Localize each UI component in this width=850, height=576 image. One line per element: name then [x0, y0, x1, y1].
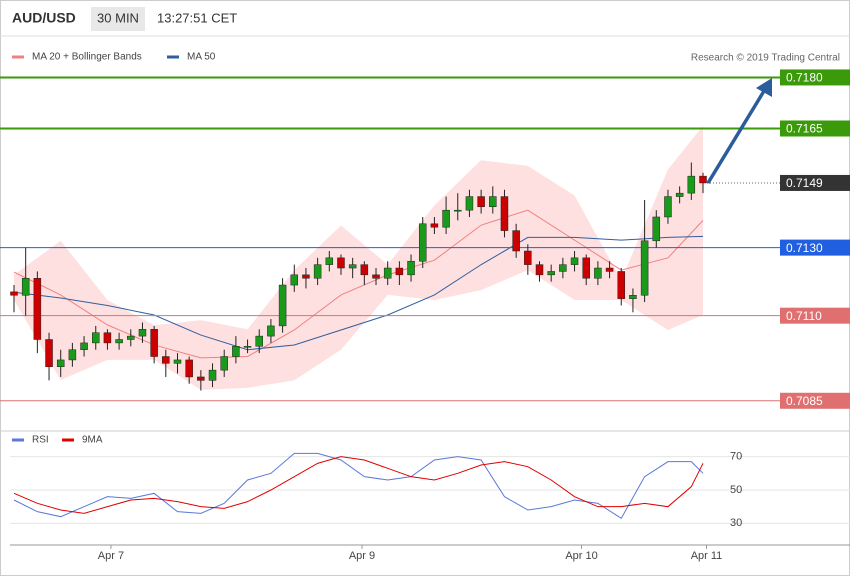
x-tick-label: Apr 11 [691, 550, 723, 562]
rsi-legend-label: RSI [32, 435, 49, 446]
candle-body [56, 359, 65, 367]
candle-body [454, 209, 462, 212]
candle-body [232, 346, 240, 357]
candle-body [372, 274, 380, 279]
candle-body [395, 267, 404, 276]
candle-body [477, 196, 485, 208]
interval-box [91, 7, 145, 31]
candle-body [348, 264, 357, 269]
candle-body [278, 284, 287, 327]
candle-body [418, 223, 427, 262]
candle-body [360, 264, 369, 276]
interval: 30 MIN [97, 10, 139, 25]
level-label: 0.7085 [786, 394, 823, 408]
candle-body [197, 376, 205, 381]
candle-body [687, 175, 696, 194]
rsi-ma-line [13, 456, 704, 514]
candle-body [45, 339, 53, 367]
x-tick-label: Apr 7 [98, 550, 124, 562]
arrow-head [756, 78, 772, 97]
candle-body [430, 223, 439, 228]
rsi-tick-label: 50 [730, 484, 742, 496]
level-label: 0.7130 [786, 241, 823, 255]
level-label: 0.7149 [786, 176, 823, 190]
candle-body [500, 196, 509, 231]
candle-body [290, 274, 299, 286]
x-tick-label: Apr 9 [349, 550, 375, 562]
candle-body [337, 257, 345, 269]
rsi-legend-label: 9MA [82, 435, 103, 446]
target-arrow [706, 78, 772, 184]
candle-body [267, 325, 275, 337]
arrow-shaft [706, 90, 766, 184]
candle-body [21, 277, 30, 296]
candle-body [220, 356, 228, 371]
candle-body [33, 277, 42, 340]
candle-body [489, 196, 497, 208]
candle-body [302, 274, 310, 279]
legend-label: MA 20 + Bollinger Bands [32, 52, 142, 63]
candle-body [547, 271, 555, 276]
candle-body [629, 295, 637, 299]
candle-body [162, 356, 170, 364]
candle-body [91, 332, 100, 344]
rsi-tick-label: 30 [730, 517, 742, 529]
candle-body [173, 359, 182, 364]
candle-body [10, 291, 18, 296]
candle-body [640, 240, 649, 296]
level-label: 0.7180 [786, 71, 823, 85]
candle-body [325, 257, 334, 265]
candle-body [699, 175, 707, 184]
candle-body [465, 196, 474, 211]
ma50-line [13, 235, 704, 351]
candle-body [127, 335, 135, 340]
candle-body [407, 260, 415, 276]
candle-body [103, 332, 112, 344]
candle-body [664, 196, 672, 218]
candle-body [594, 267, 602, 279]
rsi-line [13, 452, 704, 520]
candle-body [68, 349, 77, 361]
candle-body [442, 209, 450, 228]
legend-label: MA 50 [187, 52, 216, 63]
level-tag [780, 239, 850, 256]
bollinger-band [14, 125, 703, 390]
level-tag [780, 120, 850, 137]
candle-body [150, 329, 158, 357]
candle-body [675, 192, 684, 197]
candle-body [582, 257, 590, 279]
candle-body [243, 346, 252, 348]
time: 13:27:51 CET [157, 10, 237, 25]
candle-body [512, 230, 520, 252]
level-tag [780, 69, 850, 86]
candle-body [383, 267, 392, 279]
candle-body [313, 264, 322, 279]
candle-body [570, 257, 579, 265]
level-label: 0.7165 [786, 122, 823, 136]
level-tag [780, 392, 850, 409]
candle-body [605, 267, 614, 272]
level-tag [780, 174, 850, 191]
candle-body [617, 271, 626, 299]
x-tick-label: Apr 10 [565, 550, 597, 562]
level-tag [780, 307, 850, 324]
credit: Research © 2019 Trading Central [691, 53, 840, 64]
candle-body [652, 216, 661, 242]
candle-body [535, 264, 544, 276]
candle-body [115, 339, 123, 344]
candle-body [524, 250, 532, 265]
candle-body [559, 264, 567, 272]
candle-body [208, 369, 217, 381]
candle-body [185, 359, 193, 378]
candle-body [255, 335, 263, 347]
rsi-tick-label: 70 [730, 451, 742, 463]
level-label: 0.7110 [786, 309, 822, 323]
symbol: AUD/USD [12, 10, 76, 26]
candle-body [138, 329, 147, 337]
candle-body [80, 342, 88, 350]
